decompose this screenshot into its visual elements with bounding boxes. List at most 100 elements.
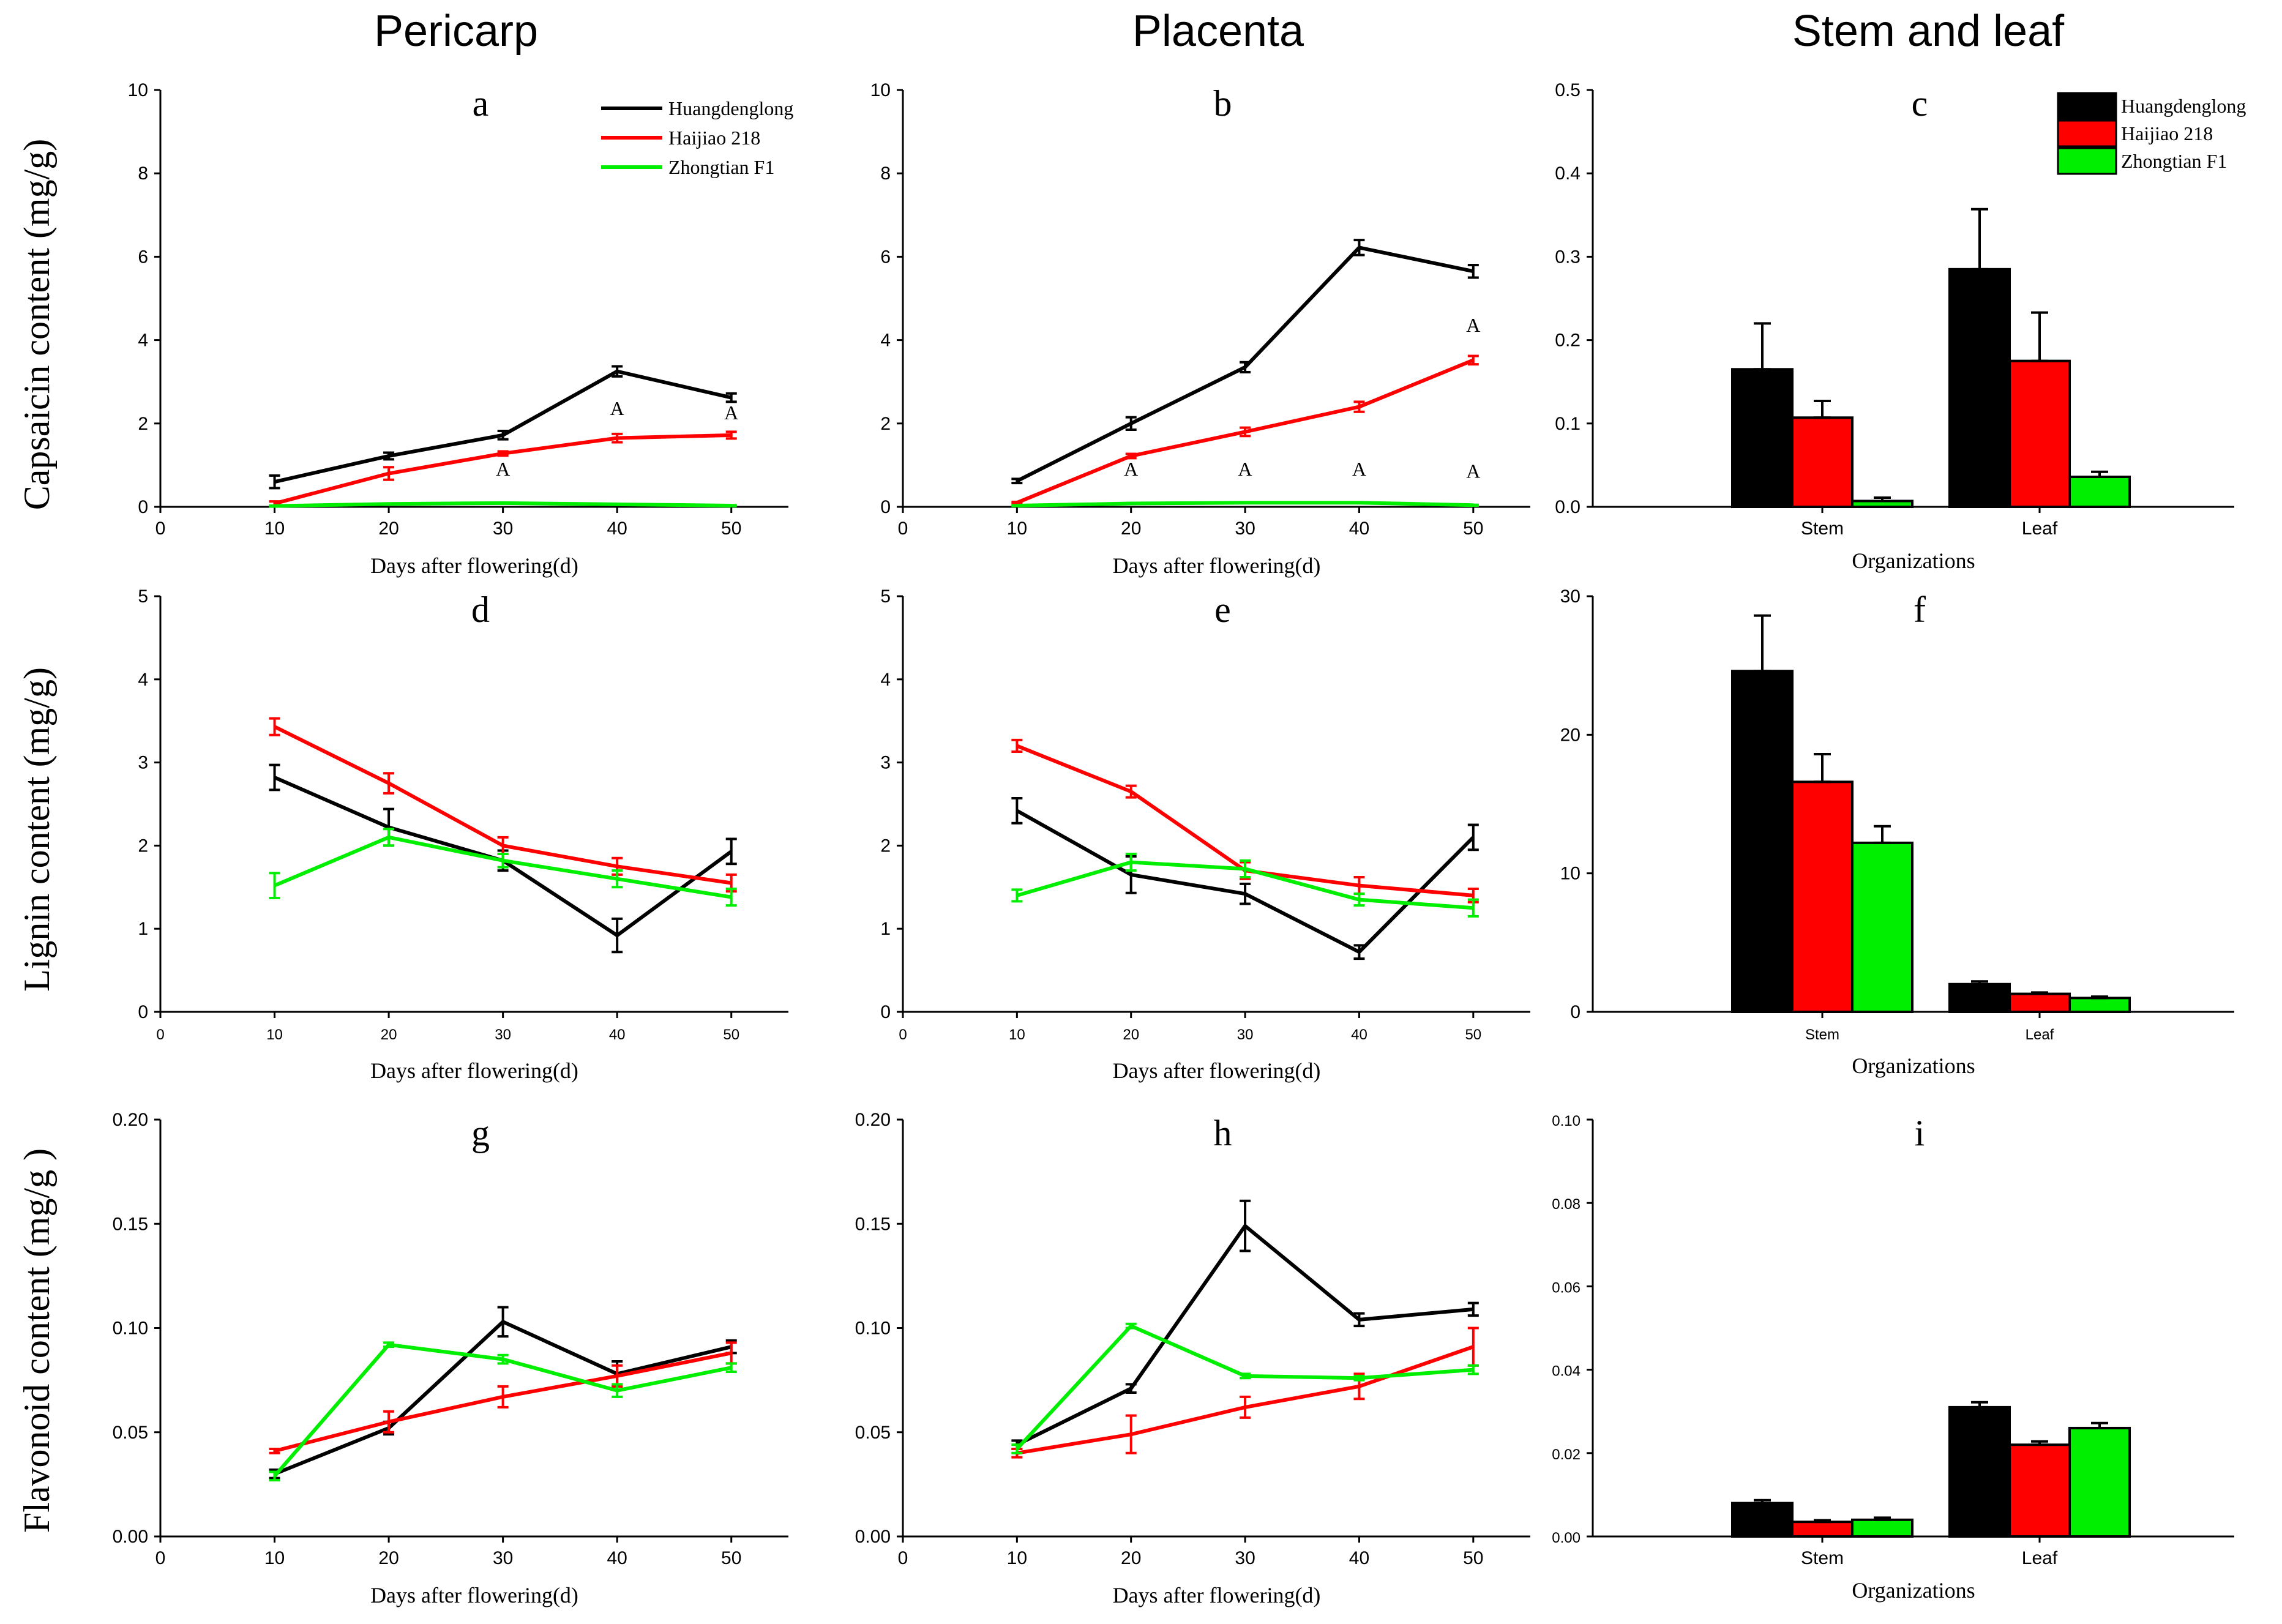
y-tick-label: 0.00 [855, 1527, 891, 1547]
x-tick-label: Stem [1805, 1027, 1839, 1043]
x-tick-label: 30 [1237, 1027, 1254, 1043]
x-tick-label: 30 [1235, 518, 1255, 539]
x-tick-label: 20 [1121, 1548, 1141, 1568]
significance-annotation: A [1238, 458, 1252, 480]
panel-a: 0 2 4 6 8 10 a Days after flowering(d) 0 10 20 30 40… [128, 80, 794, 578]
panel-i: 0.00 0.02 0.04 0.06 0.08 0.10 i Organizations St… [1552, 1113, 2234, 1603]
panel-letter: b [1214, 83, 1232, 124]
x-axis-label: Days after flowering(d) [370, 1583, 578, 1607]
series-line-zhongtian-f1 [1016, 1324, 1474, 1451]
x-tick-label: 10 [1007, 518, 1027, 539]
x-tick-label: 0 [155, 1548, 166, 1568]
legend-swatch [2057, 147, 2117, 175]
x-tick-label: 40 [1351, 1027, 1367, 1043]
y-tick-label: 0.10 [113, 1319, 148, 1339]
x-tick-label: 50 [1465, 1027, 1481, 1043]
legend-swatch [2057, 92, 2117, 120]
legend-label: Zhongtian F1 [2121, 150, 2227, 172]
x-tick-label: 0 [898, 518, 908, 539]
bar-stem-haijiao-218 [1791, 416, 1854, 508]
y-tick-label: 0.4 [1555, 163, 1581, 184]
x-tick-label: 0 [898, 1548, 908, 1568]
y-tick-label: 0 [138, 497, 148, 517]
y-tick-label: 0.05 [855, 1423, 891, 1443]
bar-leaf-zhongtian-f1 [2068, 1426, 2131, 1538]
column-title-stem-and-leaf: Stem and leaf [1792, 7, 2065, 56]
y-tick-label: 10 [1560, 864, 1581, 884]
y-tick-label: 3 [138, 753, 148, 773]
x-tick-label: 10 [266, 1027, 283, 1043]
legend-label: Haijiao 218 [668, 127, 760, 149]
y-tick-label: 5 [138, 586, 148, 607]
panel-letter: f [1914, 589, 1926, 630]
y-tick-label: 2 [880, 414, 891, 434]
significance-annotation: A [1466, 314, 1480, 336]
x-tick-label: 50 [723, 1027, 739, 1043]
column-title-pericarp: Pericarp [374, 7, 538, 56]
y-tick-label: 2 [138, 414, 148, 434]
y-tick-label: 2 [138, 836, 148, 856]
x-tick-label: 10 [264, 1548, 285, 1568]
y-tick-label: 0.1 [1555, 414, 1581, 434]
panel-letter: a [473, 83, 489, 124]
x-tick-label: 40 [607, 1548, 627, 1568]
legend-label: Huangdenglong [2121, 95, 2246, 117]
x-tick-label: 30 [495, 1027, 511, 1043]
y-tick-label: 8 [138, 163, 148, 184]
x-tick-label: 40 [1349, 1548, 1369, 1568]
bar-leaf-huangdenglong [1948, 982, 2011, 1013]
y-tick-label: 4 [880, 331, 891, 351]
legend-label: Zhongtian F1 [668, 156, 774, 178]
y-tick-label: 0.2 [1555, 331, 1581, 351]
x-tick-label: 50 [721, 1548, 741, 1568]
y-tick-label: 0.08 [1552, 1196, 1581, 1213]
legend-swatch [2057, 119, 2117, 148]
panel-letter: e [1214, 589, 1231, 630]
y-tick-label: 4 [880, 670, 891, 690]
x-axis-label: Days after flowering(d) [1113, 1583, 1321, 1607]
y-tick-label: 0.3 [1555, 247, 1581, 267]
bar-stem-haijiao-218 [1791, 780, 1854, 1013]
series-line-huangdenglong [1016, 809, 1475, 954]
x-tick-label: 0 [899, 1027, 907, 1043]
bar-leaf-zhongtian-f1 [2068, 475, 2131, 509]
x-tick-label: 10 [264, 518, 285, 539]
y-tick-label: 0.00 [1552, 1530, 1581, 1546]
x-axis-label: Days after flowering(d) [370, 553, 578, 578]
bar-leaf-haijiao-218 [2008, 992, 2071, 1013]
bar-leaf-haijiao-218 [2008, 1443, 2071, 1538]
x-axis-label: Days after flowering(d) [1113, 553, 1321, 578]
y-tick-label: 0.00 [113, 1527, 148, 1547]
x-tick-label: 0 [156, 1027, 164, 1043]
panel-letter: d [471, 589, 490, 630]
x-tick-label: Stem [1801, 518, 1844, 539]
panel-c: 0.0 0.1 0.2 0.3 0.4 0.5 c Organizations Stem Leaf… [1555, 80, 2246, 573]
x-tick-label: Leaf [2026, 1027, 2054, 1043]
y-tick-label: 1 [880, 919, 891, 939]
y-tick-label: 0 [1570, 1002, 1581, 1022]
y-tick-label: 0.05 [113, 1423, 148, 1443]
panel-e: 0 1 2 3 4 5 e Days after flowering(d) 0 10 20 30 40 5… [880, 586, 1530, 1083]
bar-stem-haijiao-218 [1791, 1521, 1854, 1538]
x-axis-label: Organizations [1852, 548, 1975, 573]
x-tick-label: 30 [1235, 1548, 1255, 1568]
bar-stem-huangdenglong [1731, 1502, 1794, 1538]
panel-letter: i [1915, 1113, 1925, 1153]
x-tick-label: 20 [378, 518, 398, 539]
significance-annotation: A [1124, 458, 1138, 480]
x-tick-label: 20 [1123, 1027, 1139, 1043]
x-tick-label: 20 [381, 1027, 397, 1043]
x-tick-label: Leaf [2022, 518, 2058, 539]
x-tick-label: 0 [155, 518, 166, 539]
y-tick-label: 0.15 [113, 1214, 148, 1234]
bar-leaf-huangdenglong [1948, 1405, 2011, 1538]
y-tick-label: 0.0 [1555, 497, 1581, 517]
y-tick-label: 4 [138, 331, 148, 351]
panel-f: 0 10 20 30 f Organizations Stem Leaf [1560, 586, 2234, 1078]
y-tick-label: 0.04 [1552, 1363, 1581, 1380]
y-tick-label: 0 [880, 497, 891, 517]
bar-leaf-huangdenglong [1948, 268, 2011, 508]
y-tick-label: 0.20 [113, 1110, 148, 1130]
panel-h: 0.00 0.05 0.10 0.15 0.20 h Days after flowerin… [855, 1110, 1530, 1607]
x-tick-label: 10 [1009, 1027, 1025, 1043]
